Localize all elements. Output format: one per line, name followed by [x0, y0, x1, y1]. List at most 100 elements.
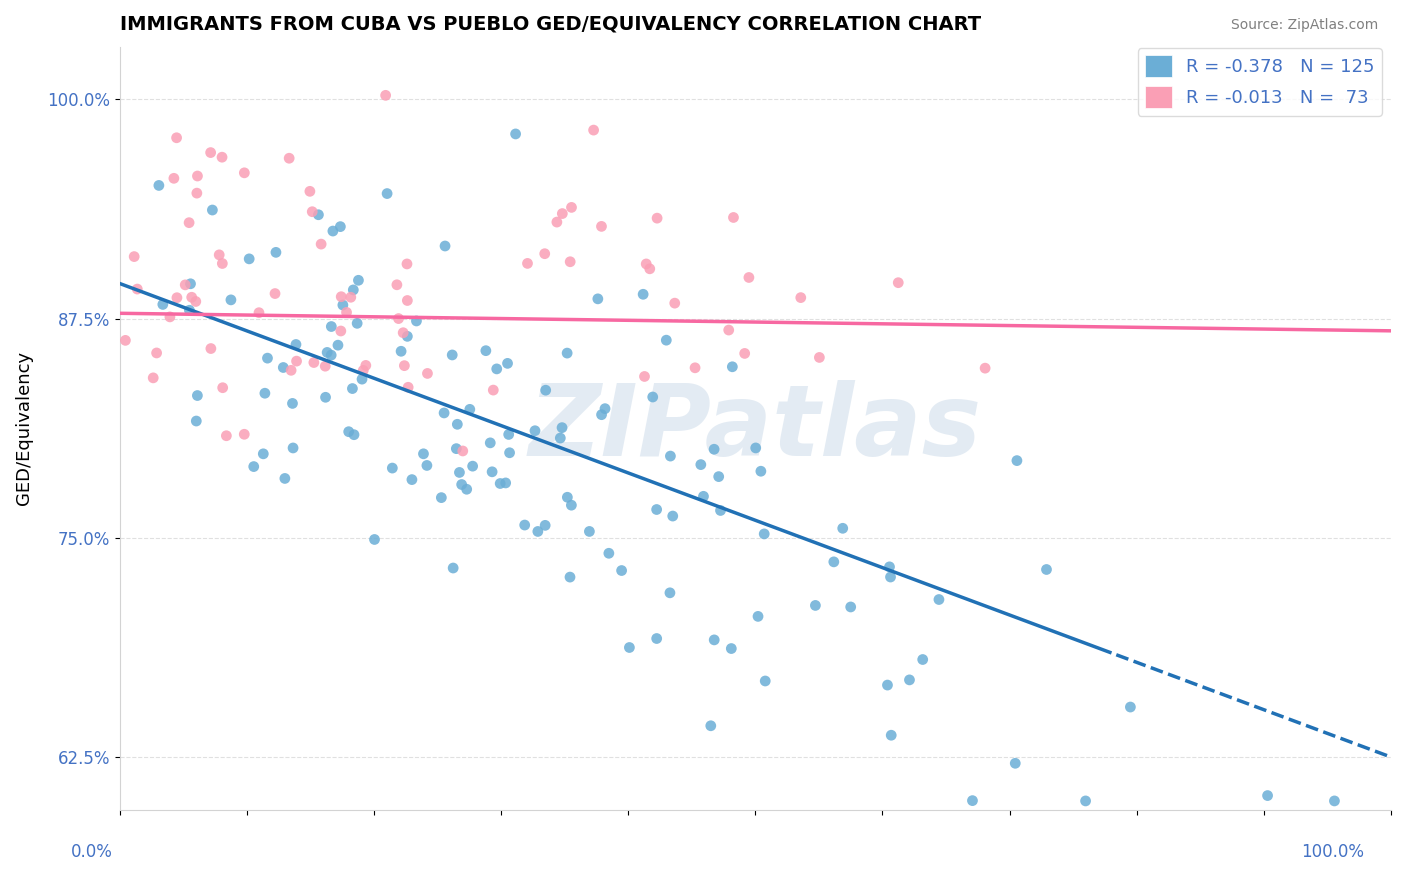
Pueblo — [354, 359, 377, 373]
Immigrants from Cuba — [405, 314, 427, 328]
Immigrants from Cuba — [332, 298, 354, 312]
Pueblo — [309, 237, 332, 252]
Immigrants from Cuba — [898, 673, 921, 687]
Pueblo — [166, 130, 188, 145]
Pueblo — [396, 380, 419, 394]
Immigrants from Cuba — [363, 533, 385, 547]
Pueblo — [645, 211, 668, 226]
Immigrants from Cuba — [551, 420, 574, 434]
Immigrants from Cuba — [655, 333, 678, 347]
Immigrants from Cuba — [148, 178, 170, 193]
Pueblo — [127, 282, 149, 296]
Immigrants from Cuba — [281, 396, 304, 410]
Immigrants from Cuba — [498, 427, 520, 442]
Immigrants from Cuba — [450, 477, 472, 491]
Immigrants from Cuba — [689, 458, 711, 472]
Pueblo — [211, 381, 233, 395]
Pueblo — [264, 286, 287, 301]
Immigrants from Cuba — [593, 401, 616, 416]
Pueblo — [186, 186, 208, 201]
Text: Source: ZipAtlas.com: Source: ZipAtlas.com — [1230, 18, 1378, 32]
Immigrants from Cuba — [322, 224, 344, 238]
Immigrants from Cuba — [271, 360, 294, 375]
Pueblo — [174, 277, 197, 292]
Immigrants from Cuba — [337, 425, 360, 439]
Pueblo — [790, 291, 813, 305]
Pueblo — [200, 145, 222, 160]
Pueblo — [516, 256, 538, 270]
Pueblo — [395, 257, 418, 271]
Pueblo — [208, 248, 231, 262]
Immigrants from Cuba — [342, 382, 364, 396]
Pueblo — [533, 246, 555, 260]
Immigrants from Cuba — [179, 277, 201, 291]
Immigrants from Cuba — [534, 518, 557, 533]
Pueblo — [352, 363, 374, 377]
Immigrants from Cuba — [496, 356, 519, 370]
Pueblo — [114, 334, 136, 348]
Pueblo — [385, 277, 408, 292]
Immigrants from Cuba — [264, 245, 287, 260]
Pueblo — [683, 360, 706, 375]
Pueblo — [330, 290, 353, 304]
Immigrants from Cuba — [513, 518, 536, 533]
Immigrants from Cuba — [550, 431, 572, 445]
Text: 0.0%: 0.0% — [70, 843, 112, 861]
Pueblo — [546, 215, 568, 229]
Text: 100.0%: 100.0% — [1302, 843, 1364, 861]
Immigrants from Cuba — [321, 319, 343, 334]
Immigrants from Cuba — [839, 599, 862, 614]
Pueblo — [638, 261, 661, 276]
Pueblo — [184, 294, 207, 309]
Pueblo — [394, 359, 416, 373]
Immigrants from Cuba — [534, 383, 557, 397]
Pueblo — [180, 290, 202, 304]
Pueblo — [285, 354, 308, 368]
Immigrants from Cuba — [661, 509, 683, 524]
Pueblo — [247, 306, 270, 320]
Pueblo — [302, 355, 325, 369]
Immigrants from Cuba — [495, 475, 517, 490]
Pueblo — [211, 256, 233, 270]
Immigrants from Cuba — [749, 464, 772, 478]
Immigrants from Cuba — [456, 482, 478, 496]
Pueblo — [233, 166, 256, 180]
Pueblo — [451, 444, 474, 458]
Immigrants from Cuba — [659, 449, 682, 463]
Pueblo — [416, 367, 439, 381]
Pueblo — [392, 326, 415, 340]
Immigrants from Cuba — [389, 344, 412, 359]
Immigrants from Cuba — [598, 546, 620, 560]
Immigrants from Cuba — [329, 219, 352, 234]
Immigrants from Cuba — [186, 388, 208, 402]
Immigrants from Cuba — [186, 414, 208, 428]
Immigrants from Cuba — [256, 351, 278, 366]
Immigrants from Cuba — [396, 329, 419, 343]
Immigrants from Cuba — [709, 503, 731, 517]
Immigrants from Cuba — [316, 345, 339, 359]
Immigrants from Cuba — [219, 293, 242, 307]
Immigrants from Cuba — [350, 372, 373, 386]
Y-axis label: GED/Equivalency: GED/Equivalency — [15, 351, 32, 505]
Immigrants from Cuba — [449, 466, 471, 480]
Immigrants from Cuba — [446, 417, 468, 432]
Pueblo — [974, 361, 997, 376]
Immigrants from Cuba — [876, 678, 898, 692]
Immigrants from Cuba — [1005, 453, 1028, 467]
Immigrants from Cuba — [343, 427, 366, 442]
Immigrants from Cuba — [707, 469, 730, 483]
Pueblo — [887, 276, 910, 290]
Immigrants from Cuba — [274, 471, 297, 485]
Immigrants from Cuba — [754, 673, 776, 688]
Immigrants from Cuba — [401, 473, 423, 487]
Immigrants from Cuba — [558, 570, 581, 584]
Immigrants from Cuba — [342, 283, 364, 297]
Immigrants from Cuba — [928, 592, 950, 607]
Immigrants from Cuba — [201, 202, 224, 217]
Immigrants from Cuba — [823, 555, 845, 569]
Immigrants from Cuba — [485, 362, 508, 376]
Pueblo — [166, 291, 188, 305]
Pueblo — [186, 169, 208, 183]
Immigrants from Cuba — [619, 640, 641, 655]
Immigrants from Cuba — [1004, 756, 1026, 771]
